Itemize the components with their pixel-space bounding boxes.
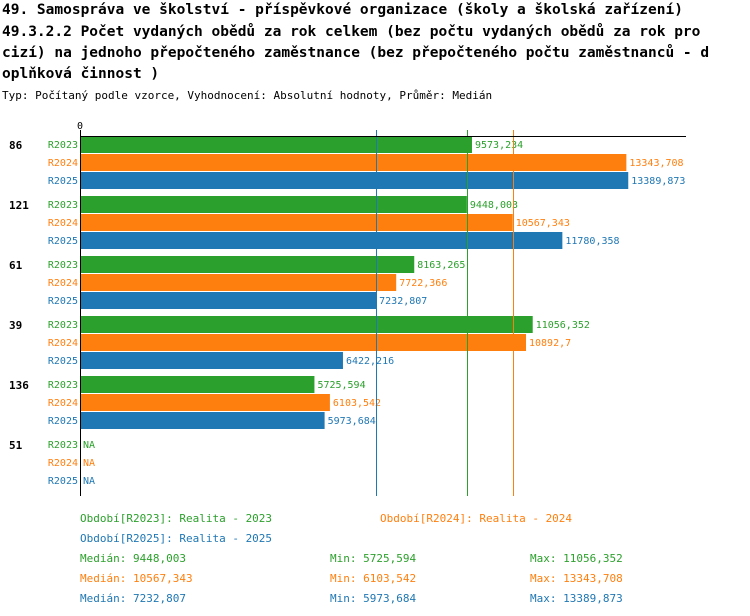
bar-136-r2024 (80, 394, 330, 411)
value-label-136-r2025: 5973,684 (328, 416, 376, 427)
stat-median-r2023: Medián: 9448,003 (80, 552, 186, 565)
chart-title-line-2: 49.3.2.2 Počet vydaných obědů za rok cel… (2, 24, 701, 40)
series-label-r2024: R2024 (48, 398, 78, 409)
value-label-121-r2023: 9448,003 (470, 200, 518, 211)
value-label-86-r2024: 13343,708 (629, 158, 683, 169)
series-label-r2023: R2023 (48, 260, 78, 271)
bar-86-r2023 (80, 136, 472, 153)
series-label-r2024: R2024 (48, 338, 78, 349)
bar-39-r2025 (80, 352, 343, 369)
bar-121-r2025 (80, 232, 563, 249)
value-label-51-r2023: NA (83, 440, 95, 451)
bar-61-r2024 (80, 274, 397, 291)
series-label-r2025: R2025 (48, 236, 78, 247)
bar-chart: 0 86 R2023 9573,234 R2024 13343,708 R2025 13389… (9, 121, 686, 496)
bar-39-r2023 (80, 316, 533, 333)
group-label-39: 39 (9, 319, 22, 332)
group-label-86: 86 (9, 139, 23, 152)
bar-136-r2025 (80, 412, 325, 429)
value-label-136-r2023: 5725,594 (317, 380, 365, 391)
chart-title-line-3: cizí) na jednoho přepočteného zaměstnanc… (2, 45, 710, 61)
stat-median-r2025: Medián: 7232,807 (80, 592, 186, 605)
value-label-39-r2023: 11056,352 (536, 320, 590, 331)
stat-min-r2025: Min: 5973,684 (330, 592, 417, 605)
series-label-r2025: R2025 (48, 176, 78, 187)
series-label-r2025: R2025 (48, 356, 78, 367)
series-label-r2023: R2023 (48, 200, 78, 211)
value-label-121-r2024: 10567,343 (516, 218, 570, 229)
series-label-r2024: R2024 (48, 458, 78, 469)
stat-min-r2023: Min: 5725,594 (330, 552, 417, 565)
stat-min-r2024: Min: 6103,542 (330, 572, 417, 585)
group-label-121: 121 (9, 199, 29, 212)
bar-86-r2024 (80, 154, 627, 171)
bar-61-r2023 (80, 256, 415, 273)
legend-r2023: Období[R2023]: Realita - 2023 (80, 512, 273, 525)
bar-121-r2023 (80, 196, 467, 213)
series-label-r2023: R2023 (48, 380, 78, 391)
value-label-39-r2024: 10892,7 (529, 338, 571, 349)
stat-max-r2024: Max: 13343,708 (530, 572, 623, 585)
value-label-61-r2023: 8163,265 (417, 260, 465, 271)
bar-61-r2025 (80, 292, 377, 309)
series-label-r2025: R2025 (48, 296, 78, 307)
bar-136-r2023 (80, 376, 315, 393)
value-label-51-r2024: NA (83, 458, 95, 469)
value-label-86-r2025: 13389,873 (631, 176, 685, 187)
axis-zero-label: 0 (77, 121, 83, 132)
value-label-61-r2024: 7722,366 (399, 278, 447, 289)
value-label-51-r2025: NA (83, 476, 95, 487)
group-label-136: 136 (9, 379, 29, 392)
stat-max-r2023: Max: 11056,352 (530, 552, 623, 565)
series-label-r2025: R2025 (48, 476, 78, 487)
bar-39-r2024 (80, 334, 527, 351)
value-label-136-r2024: 6103,542 (333, 398, 381, 409)
chart-title-line-1: 49. Samospráva ve školství - příspěvkové… (2, 2, 683, 18)
legend-r2024: Období[R2024]: Realita - 2024 (380, 512, 573, 525)
series-label-r2024: R2024 (48, 218, 78, 229)
series-label-r2023: R2023 (48, 320, 78, 331)
bar-121-r2024 (80, 214, 513, 231)
group-label-51: 51 (9, 439, 23, 452)
chart-subtitle: Typ: Počítaný podle vzorce, Vyhodnocení:… (2, 89, 493, 102)
series-label-r2025: R2025 (48, 416, 78, 427)
series-label-r2023: R2023 (48, 440, 78, 451)
value-label-61-r2025: 7232,807 (379, 296, 427, 307)
group-label-61: 61 (9, 259, 23, 272)
series-label-r2024: R2024 (48, 278, 78, 289)
stat-median-r2024: Medián: 10567,343 (80, 572, 193, 585)
series-label-r2023: R2023 (48, 140, 78, 151)
chart-title-line-4: oplňková činnost ) (2, 66, 160, 82)
value-label-86-r2023: 9573,234 (475, 140, 523, 151)
stat-max-r2025: Max: 13389,873 (530, 592, 623, 605)
legend-r2025: Období[R2025]: Realita - 2025 (80, 532, 273, 545)
value-label-39-r2025: 6422,216 (346, 356, 394, 367)
bar-86-r2025 (80, 172, 629, 189)
value-label-121-r2025: 11780,358 (565, 236, 619, 247)
series-label-r2024: R2024 (48, 158, 78, 169)
